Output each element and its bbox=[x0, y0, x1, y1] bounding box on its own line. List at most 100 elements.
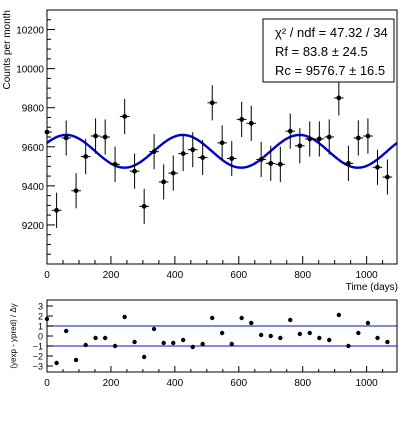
data-point bbox=[256, 141, 266, 178]
data-marker bbox=[336, 95, 342, 101]
data-marker bbox=[385, 174, 390, 180]
residual-marker bbox=[346, 343, 351, 349]
bottom-x-tick-label: 400 bbox=[167, 378, 184, 389]
data-marker bbox=[63, 135, 69, 141]
data-point bbox=[149, 134, 159, 170]
data-point bbox=[363, 118, 373, 154]
top-y-tick-label: 10000 bbox=[16, 65, 44, 76]
residual-marker bbox=[278, 335, 283, 341]
data-point bbox=[343, 145, 354, 181]
residual-points bbox=[44, 312, 390, 366]
bottom-x-tick-label: 1000 bbox=[356, 378, 379, 389]
residual-marker bbox=[258, 332, 264, 338]
data-marker bbox=[93, 133, 98, 139]
data-marker bbox=[258, 157, 264, 162]
chi2-ndf-text: χ² / ndf = 47.32 / 34 bbox=[275, 25, 388, 40]
data-marker bbox=[375, 164, 380, 170]
top-x-tick-label: 400 bbox=[167, 270, 184, 281]
residual-marker bbox=[93, 335, 98, 341]
residual-marker bbox=[151, 326, 157, 332]
data-point bbox=[90, 118, 101, 154]
residual-marker bbox=[132, 339, 137, 345]
data-point bbox=[139, 188, 149, 224]
residual-marker bbox=[200, 341, 205, 347]
data-marker bbox=[170, 170, 176, 176]
data-marker bbox=[141, 203, 147, 209]
data-marker bbox=[355, 135, 361, 141]
data-point bbox=[295, 128, 305, 164]
data-marker bbox=[365, 133, 371, 139]
data-marker bbox=[161, 179, 167, 185]
data-point bbox=[71, 173, 81, 209]
data-point bbox=[80, 138, 91, 175]
bottom-y-tick-label: 1 bbox=[38, 322, 43, 332]
data-marker bbox=[102, 134, 108, 140]
bottom-y-tick-label: −3 bbox=[33, 362, 43, 372]
data-marker bbox=[277, 161, 283, 167]
stats-box: χ² / ndf = 47.32 / 34 Rf = 83.8 ± 24.5 R… bbox=[262, 18, 395, 83]
data-point bbox=[353, 120, 364, 156]
bottom-y-tick-label: −2 bbox=[33, 352, 43, 362]
data-marker bbox=[112, 161, 118, 167]
top-x-tick-label: 800 bbox=[294, 270, 311, 281]
data-marker bbox=[307, 136, 313, 142]
data-point bbox=[324, 119, 335, 155]
stats-box-frame bbox=[262, 18, 395, 83]
residual-marker bbox=[171, 340, 176, 346]
residual-marker bbox=[317, 335, 322, 341]
residual-marker bbox=[219, 330, 225, 336]
residual-marker bbox=[385, 339, 390, 345]
residual-marker bbox=[112, 343, 118, 349]
data-marker bbox=[83, 154, 89, 159]
residual-marker bbox=[102, 335, 108, 341]
bottom-x-tick-label: 600 bbox=[230, 378, 247, 389]
residual-marker bbox=[288, 317, 293, 323]
top-y-tick-label: 9200 bbox=[22, 221, 45, 232]
top-y-tick-label: 9800 bbox=[22, 104, 45, 115]
residual-marker bbox=[180, 337, 186, 343]
data-marker bbox=[248, 120, 254, 126]
residual-band-lines bbox=[47, 325, 397, 347]
residual-marker bbox=[239, 315, 244, 321]
data-point bbox=[226, 140, 237, 177]
rf-text: Rf = 83.8 ± 24.5 bbox=[275, 44, 368, 59]
bottom-y-axis-label: (yexp - ypred) / Δy bbox=[9, 303, 18, 368]
data-marker bbox=[229, 156, 235, 161]
data-point bbox=[217, 125, 227, 161]
residual-marker bbox=[54, 360, 59, 366]
data-point bbox=[119, 98, 130, 135]
data-marker bbox=[190, 147, 196, 153]
data-marker bbox=[219, 140, 225, 146]
data-marker bbox=[268, 160, 274, 166]
data-marker bbox=[316, 136, 322, 142]
data-point bbox=[100, 119, 110, 155]
bottom-y-tick-label: 0 bbox=[38, 332, 43, 342]
residual-marker bbox=[210, 315, 215, 321]
residual-marker bbox=[83, 342, 88, 348]
data-point bbox=[110, 146, 120, 182]
data-marker bbox=[297, 143, 303, 149]
top-tick-marks bbox=[46, 19, 384, 264]
data-point bbox=[265, 145, 276, 181]
data-marker bbox=[326, 134, 332, 140]
bottom-y-tick-label: 2 bbox=[38, 312, 43, 322]
data-point bbox=[334, 80, 344, 116]
residual-marker bbox=[141, 354, 147, 360]
top-tick-labels: 0 200 400 600 800 1000 9200 9400 9600 9800 10000 10… bbox=[16, 26, 378, 281]
top-x-tick-label: 200 bbox=[103, 270, 120, 281]
data-point bbox=[236, 101, 247, 137]
data-point bbox=[285, 113, 296, 149]
data-marker bbox=[200, 155, 206, 160]
data-point bbox=[44, 104, 52, 160]
residual-marker bbox=[249, 320, 254, 326]
top-x-tick-label: 1000 bbox=[356, 270, 379, 281]
residual-marker bbox=[229, 341, 234, 347]
data-marker bbox=[73, 188, 79, 194]
residual-marker bbox=[73, 357, 79, 363]
residual-marker bbox=[161, 340, 166, 346]
top-panel: 0 200 400 600 800 1000 9200 9400 9600 9800 10000 10… bbox=[2, 9, 398, 293]
data-point bbox=[51, 192, 62, 228]
